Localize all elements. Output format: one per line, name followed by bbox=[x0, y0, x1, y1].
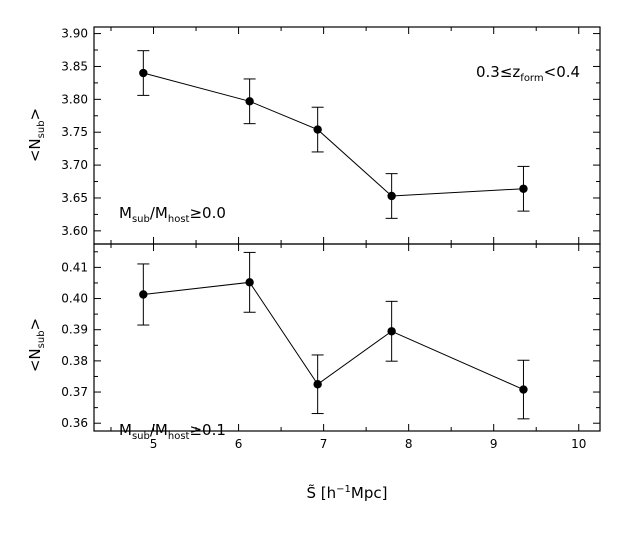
top-y-tick-label: 3.85 bbox=[61, 59, 88, 73]
bottom-mass-ratio-annotation: Msub/Mhost≥0.1 bbox=[119, 421, 226, 442]
bottom-y-tick-label: 0.36 bbox=[61, 416, 88, 430]
bottom-data-point bbox=[519, 385, 528, 394]
top-y-axis-title: <Nsub> bbox=[26, 108, 47, 162]
top-data-point bbox=[387, 191, 396, 201]
top-data-point bbox=[139, 68, 148, 78]
top-data-point bbox=[245, 97, 254, 106]
bottom-y-tick-label: 0.38 bbox=[61, 354, 88, 368]
bottom-series-line bbox=[143, 281, 524, 391]
top-panel-series bbox=[137, 50, 530, 219]
x-tick-label: 9 bbox=[490, 437, 498, 451]
bottom-y-tick-label: 0.37 bbox=[61, 385, 88, 399]
bottom-data-point bbox=[313, 380, 322, 389]
bottom-panel-ticks: 5 6 7 8 9 10 0.36 0.37 0.38 0.39 0.40 0.41 bbox=[61, 244, 600, 451]
top-data-point bbox=[519, 184, 528, 193]
top-panel-ticks: 3.60 3.65 3.70 3.75 3.80 3.85 3.90 bbox=[61, 27, 600, 244]
x-tick-label: 6 bbox=[235, 437, 243, 451]
top-series-line bbox=[143, 72, 524, 197]
x-tick-label: 7 bbox=[320, 437, 328, 451]
top-y-tick-label: 3.65 bbox=[61, 191, 88, 205]
x-axis-title: S̃ [h−1Mpc] bbox=[307, 483, 388, 502]
bottom-y-axis-title: <Nsub> bbox=[26, 318, 47, 372]
bottom-data-point bbox=[139, 290, 148, 299]
x-tick-label: 5 bbox=[150, 437, 158, 451]
top-y-tick-label: 3.80 bbox=[61, 92, 88, 106]
top-y-tick-label: 3.70 bbox=[61, 158, 88, 172]
top-y-tick-label: 3.60 bbox=[61, 224, 88, 238]
bottom-panel-series bbox=[137, 251, 530, 420]
bottom-y-tick-label: 0.39 bbox=[61, 323, 88, 337]
x-tick-label: 8 bbox=[405, 437, 413, 451]
top-redshift-annotation: 0.3≤zform<0.4 bbox=[476, 63, 580, 84]
bottom-panel-frame bbox=[93, 243, 601, 432]
top-y-tick-label: 3.90 bbox=[61, 27, 88, 41]
bottom-y-tick-label: 0.41 bbox=[61, 260, 88, 274]
bottom-y-tick-label: 0.40 bbox=[61, 292, 88, 306]
top-y-tick-label: 3.75 bbox=[61, 125, 88, 139]
top-mass-ratio-annotation: Msub/Mhost≥0.0 bbox=[119, 204, 226, 225]
bottom-data-point bbox=[245, 278, 254, 287]
x-tick-label: 10 bbox=[571, 437, 586, 451]
bottom-data-point bbox=[387, 327, 396, 336]
top-data-point bbox=[313, 125, 322, 134]
